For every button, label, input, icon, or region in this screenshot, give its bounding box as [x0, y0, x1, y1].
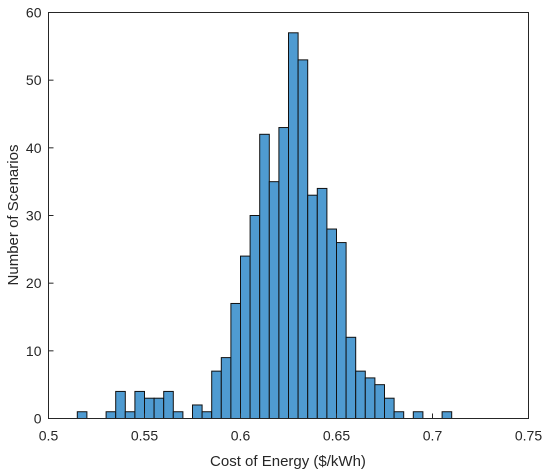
- x-tick-label: 0.55: [131, 428, 158, 444]
- histogram-bar: [192, 404, 203, 420]
- histogram-bar: [144, 397, 155, 420]
- y-tick-label: 30: [26, 208, 42, 224]
- histogram-bar: [336, 242, 347, 419]
- histogram-bar: [412, 411, 424, 420]
- y-tick-label: 50: [26, 72, 42, 88]
- histogram-bar: [220, 357, 232, 420]
- x-tick-label: 0.7: [423, 428, 443, 444]
- histogram-bar: [288, 32, 299, 420]
- histogram-bar: [124, 411, 136, 420]
- histogram-bar: [316, 187, 328, 419]
- y-tick-label: 40: [26, 140, 42, 156]
- x-tick-label: 0.65: [323, 428, 350, 444]
- histogram-bar: [259, 133, 270, 420]
- y-tick-label: 0: [34, 411, 42, 427]
- histogram-bar: [297, 59, 309, 419]
- histogram-bar: [374, 384, 385, 419]
- x-axis-label: Cost of Energy ($/kWh): [210, 453, 366, 470]
- y-axis-label: Number of Scenarios: [5, 145, 22, 286]
- histogram-bar: [115, 390, 126, 419]
- histogram-bar: [163, 390, 174, 419]
- y-tick-label: 20: [26, 275, 42, 291]
- histogram-bar: [172, 411, 184, 420]
- histogram-bar: [230, 302, 241, 420]
- x-tick-label: 0.5: [39, 428, 59, 444]
- histogram-bar: [105, 411, 117, 420]
- histogram-bar: [364, 377, 376, 419]
- x-tick-label: 0.75: [515, 428, 542, 444]
- histogram-bar: [326, 228, 337, 419]
- histogram-bar: [134, 390, 145, 419]
- y-tick-label: 60: [26, 5, 42, 21]
- histogram-bar: [211, 370, 222, 419]
- histogram-bar: [76, 411, 88, 420]
- histogram-bar: [307, 194, 318, 419]
- histogram-bar: [393, 411, 405, 420]
- x-axis-ticks: 0.5 0.55 0.6 0.65 0.7 0.75: [39, 413, 542, 444]
- x-tick-label: 0.6: [231, 428, 251, 444]
- bars-group: [76, 32, 453, 420]
- histogram-bar: [278, 127, 289, 420]
- histogram-bar: [240, 255, 251, 419]
- histogram-bar: [441, 411, 453, 420]
- histogram-bar: [355, 370, 366, 419]
- y-axis-ticks: 0 10 20 30 40 50 60: [26, 5, 54, 427]
- histogram-bar: [384, 397, 395, 420]
- histogram-bar: [153, 397, 165, 420]
- histogram-bar: [268, 181, 280, 419]
- histogram-bar: [345, 336, 357, 419]
- histogram-bar: [201, 411, 213, 420]
- histogram-bar: [249, 215, 261, 419]
- y-tick-label: 10: [26, 343, 42, 359]
